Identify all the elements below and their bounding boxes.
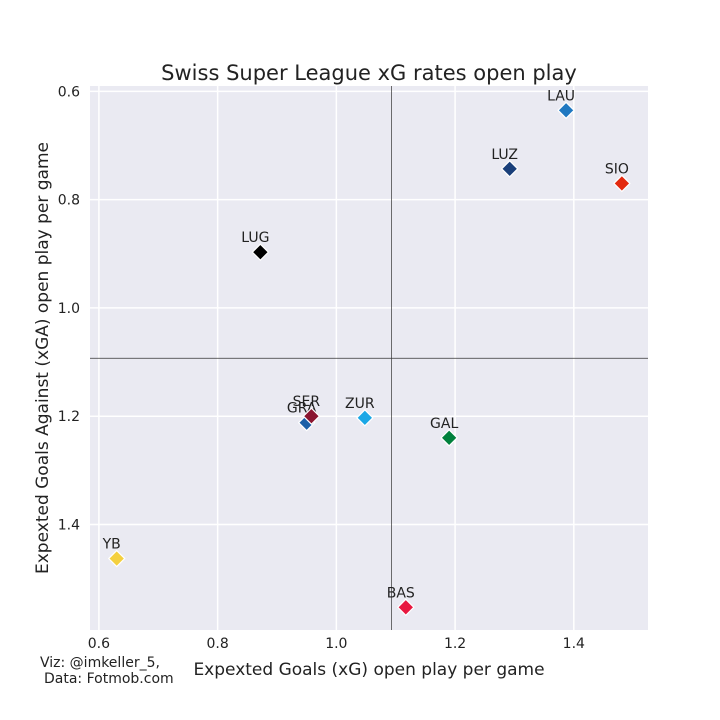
data-point-bas: BAS — [387, 585, 415, 617]
data-point-zur: ZUR — [345, 396, 375, 427]
point-label-gal: GAL — [430, 416, 458, 432]
credits-data: Data: Fotmob.com — [44, 671, 174, 687]
marker-sio — [613, 174, 631, 193]
point-label-yb: YB — [102, 537, 121, 553]
y-tick-label: 0.6 — [58, 84, 80, 100]
marker-yb — [107, 549, 126, 568]
data-point-yb: YB — [102, 537, 126, 568]
data-point-luz: LUZ — [491, 147, 519, 178]
y-tick-label: 1.2 — [58, 409, 80, 425]
data-point-lug: LUG — [241, 230, 270, 262]
y-tick-label: 1.0 — [58, 301, 80, 317]
x-tick-label: 1.0 — [325, 636, 347, 652]
marker-lug — [251, 243, 270, 262]
data-point-ser: SER — [293, 394, 321, 426]
y-tick-label: 0.8 — [58, 193, 80, 209]
chart-title: Swiss Super League xG rates open play — [161, 61, 577, 85]
data-point-gal: GAL — [430, 416, 458, 447]
marker-gal — [440, 428, 458, 447]
y-axis-label: Expexted Goals Against (xGA) open play p… — [33, 142, 53, 574]
y-tick-label: 1.4 — [58, 517, 80, 533]
marker-lau — [557, 101, 575, 120]
x-tick-label: 0.6 — [88, 636, 110, 652]
credits-viz: Viz: @imkeller_5, — [40, 655, 160, 671]
marker-ser — [302, 407, 321, 426]
x-axis-label: Expexted Goals (xG) open play per game — [193, 660, 544, 680]
credits: Viz: @imkeller_5, Data: Fotmob.com — [40, 655, 174, 687]
data-point-lau: LAU — [547, 88, 575, 120]
point-label-sio: SIO — [605, 161, 629, 177]
x-tick-label: 0.8 — [206, 636, 228, 652]
reference-lines — [90, 86, 648, 630]
marker-luz — [500, 159, 519, 178]
point-label-ser: SER — [293, 394, 321, 410]
point-label-luz: LUZ — [491, 147, 518, 163]
x-tick-label: 1.2 — [444, 636, 466, 652]
x-tick-label: 1.4 — [563, 636, 585, 652]
point-label-bas: BAS — [387, 585, 415, 601]
point-label-lug: LUG — [241, 230, 269, 246]
point-label-lau: LAU — [547, 88, 575, 104]
point-label-zur: ZUR — [345, 396, 375, 412]
x-tick-labels: 0.6 0.8 1.0 1.2 1.4 — [88, 636, 585, 652]
y-tick-labels: 0.6 0.8 1.0 1.2 1.4 — [58, 84, 80, 533]
data-point-sio: SIO — [605, 161, 631, 193]
marker-zur — [355, 408, 374, 427]
marker-bas — [396, 598, 415, 617]
